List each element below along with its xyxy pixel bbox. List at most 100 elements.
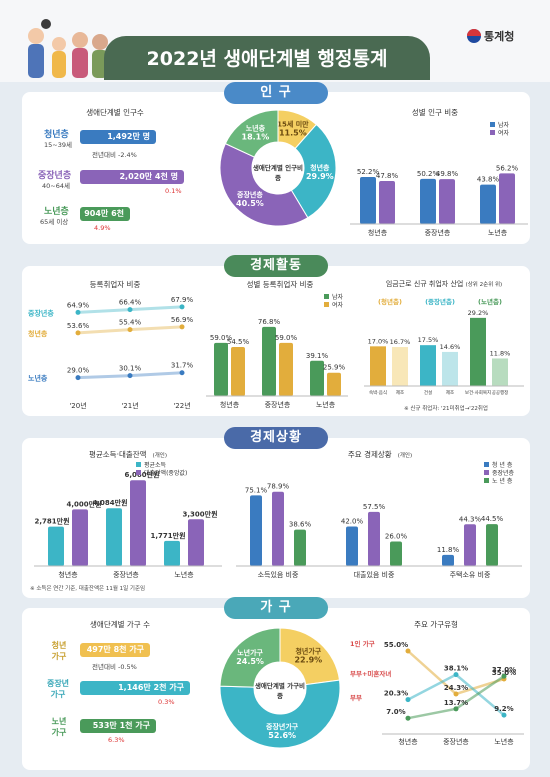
bar <box>486 524 498 566</box>
category-label: 중장년층 <box>265 400 291 409</box>
income-title: 평균소득·대출잔액 (개인) <box>30 449 220 460</box>
bar-value-label: 56.2% <box>496 164 519 172</box>
donut-label: 15세 미만 <box>277 120 309 129</box>
bar <box>327 372 341 396</box>
x-tick-label: 노년층 <box>494 737 514 746</box>
bar-value-label: 50.2% <box>417 170 440 178</box>
population-change-middle: 0.1% <box>165 187 182 195</box>
donut-label: 중장년가구 <box>266 722 299 731</box>
household-change-middle: 0.3% <box>158 698 175 706</box>
category-label: 대출있음 비중 <box>354 570 395 579</box>
bar-value-label: 78.9% <box>267 483 290 491</box>
legend-swatch <box>484 462 489 467</box>
x-tick-label: '20년 <box>69 401 86 410</box>
household-change-youth: 전년대비 -0.5% <box>92 663 137 671</box>
section-title-household: 가 구 <box>224 597 328 619</box>
point-label: 38.1% <box>444 665 468 673</box>
household-change-senior: 6.3% <box>108 736 125 744</box>
bar-value-label: 49.8% <box>436 170 459 178</box>
bar-value-label: 11.8% <box>490 349 511 357</box>
bar-value-label: 1,771만원 <box>150 531 185 540</box>
category-label: 보건·사회복지 <box>465 389 491 396</box>
household-group-name: 청년 가구 <box>51 641 67 661</box>
point-label: 67.9% <box>171 296 194 304</box>
bar <box>464 524 476 566</box>
bar <box>442 351 458 386</box>
bar-value-label: 4,084만원 <box>92 498 127 507</box>
legend-label: 여자 <box>498 129 510 137</box>
series-label: 부부+미혼자녀 <box>350 669 391 678</box>
point-label: 53.6% <box>67 322 90 330</box>
section-title-economic-activity: 경제활동 <box>224 255 328 277</box>
data-point <box>405 648 411 654</box>
donut-label: 노년층 <box>246 124 266 133</box>
point-label: 9.2% <box>494 705 513 713</box>
bar <box>214 342 228 396</box>
bar <box>346 526 358 566</box>
bar <box>164 540 180 566</box>
legend-swatch <box>490 122 495 127</box>
data-point <box>179 304 185 310</box>
bar-value-label: 47.8% <box>376 172 399 180</box>
category-label: 제조 <box>446 389 454 396</box>
bar <box>72 509 88 566</box>
legend-swatch <box>484 478 489 483</box>
donut-slice <box>279 627 341 686</box>
population-gender-chart: 52.2%47.8% 청년층 50.2%49.8% 중장년층 43.8% 56.2% 노년층… <box>350 121 528 237</box>
agency-name: 통계청 <box>484 30 515 43</box>
category-label: 청년층 <box>368 228 388 237</box>
header-illustration <box>14 18 114 80</box>
bar <box>231 346 245 396</box>
category-label: 청년층 <box>58 570 78 579</box>
bar-value-label: 42.0% <box>341 517 364 525</box>
group-name: 중장년층 <box>38 171 72 181</box>
x-tick-label: 중장년층 <box>443 737 469 746</box>
point-label: 37.0% <box>492 666 516 674</box>
data-point <box>453 672 459 678</box>
indicator-title-text: 주요 경제상황 <box>341 450 398 459</box>
registered-employment-chart: 64.9% 66.4% 67.9% 중장년층 53.6% 55.4% 56.9% 청년층 29.… <box>28 296 194 410</box>
legend-label: 남자 <box>332 293 344 301</box>
group-range: 15~39세 <box>44 141 72 149</box>
legend-swatch <box>324 294 329 299</box>
industry-title-note: (상위 2순위 위) <box>465 282 503 288</box>
data-point <box>453 691 459 697</box>
household-donut-center: 생애단계별 가구비중 <box>254 682 306 700</box>
bar-value-label: 26.0% <box>385 533 408 541</box>
group-name: 노년층 <box>44 207 69 217</box>
bar <box>370 346 386 386</box>
bar-value-label: 29.2% <box>468 309 489 317</box>
bar <box>420 345 436 386</box>
bar <box>439 179 455 224</box>
bar-value-label: 59.0% <box>210 334 233 342</box>
category-label: 중장년층 <box>425 228 451 237</box>
population-share-title: 성별 인구 비중 <box>348 107 522 118</box>
bar <box>390 541 402 566</box>
category-label: 주택소유 비중 <box>450 570 491 579</box>
bar-value-label: 38.6% <box>289 521 312 529</box>
point-label: 66.4% <box>119 299 142 307</box>
household-bar-youth: 497만 8천 가구 <box>80 643 150 657</box>
category-label: 노년층 <box>316 400 336 409</box>
donut-slice <box>219 142 309 227</box>
group-range: 40~64세 <box>42 182 70 190</box>
legend-swatch <box>136 470 141 475</box>
household-count-title: 생애단계별 가구 수 <box>30 619 210 630</box>
group-tag: (청년층) <box>378 297 402 306</box>
donut-value: 24.5% <box>236 657 264 666</box>
category-label: 청년층 <box>220 400 240 409</box>
series-label: 노년층 <box>28 374 48 383</box>
legend-label: 여자 <box>332 301 344 309</box>
x-tick-label: '22년 <box>173 401 190 410</box>
bar <box>420 178 436 224</box>
income-title-text: 평균소득·대출잔액 <box>82 450 153 459</box>
bar-value-label: 75.1% <box>245 486 268 494</box>
data-point <box>75 309 81 315</box>
household-group-name: 노년 가구 <box>51 717 67 737</box>
data-point <box>127 307 133 313</box>
point-label: 7.0% <box>386 708 405 716</box>
x-tick-label: '21년 <box>121 401 138 410</box>
household-bar-senior: 533만 1천 가구 <box>80 719 156 733</box>
point-label: 30.1% <box>119 365 142 373</box>
population-bar-middle: 2,020만 4천 명 <box>80 170 184 184</box>
